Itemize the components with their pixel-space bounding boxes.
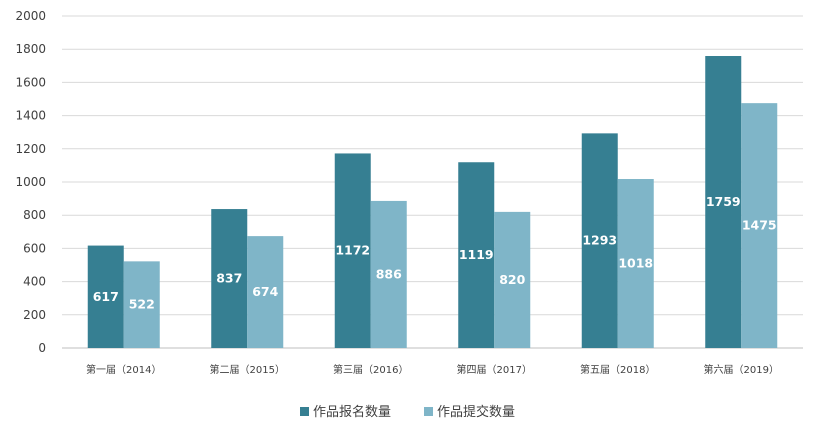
x-category-label: 第五届（2018） (580, 363, 655, 376)
legend-swatch-series-1 (300, 407, 309, 416)
y-tick-label: 400 (23, 275, 46, 289)
x-category-label: 第三届（2016） (333, 363, 408, 376)
x-category-label: 第六届（2019） (704, 363, 779, 376)
bar-series-2-category-5 (617, 179, 654, 348)
data-label-series-1-category-3: 1172 (335, 243, 370, 258)
data-label-series-1-category-1: 617 (93, 289, 119, 304)
y-tick-label: 0 (38, 341, 46, 355)
grid (62, 15, 803, 349)
bar-series-2-category-1 (123, 261, 160, 348)
y-tick-label: 1000 (15, 175, 46, 189)
x-category-label: 第二届（2015） (210, 363, 285, 376)
y-tick-label: 2000 (15, 9, 46, 23)
x-axis: 第一届（2014） 第二届（2015） 第三届（2016） 第四届（2017） 第五届（… (86, 363, 779, 376)
legend-label-series-2: 作品提交数量 (437, 404, 515, 420)
x-category-label: 第一届（2014） (86, 363, 161, 376)
legend: 作品报名数量 作品提交数量 (300, 404, 515, 420)
bar-series-2-category-3 (370, 200, 407, 348)
x-category-label: 第四届（2017） (457, 363, 532, 376)
y-tick-label: 1800 (15, 42, 46, 56)
y-axis: 0 200 400 600 800 1000 1200 1400 1600 1800 2000 (15, 9, 46, 355)
legend-swatch-series-2 (424, 407, 433, 416)
bars (87, 56, 778, 349)
data-label-series-1-category-4: 1119 (459, 247, 494, 262)
y-tick-label: 1200 (15, 142, 46, 156)
data-label-series-2-category-5: 1018 (618, 256, 653, 271)
data-label-series-1-category-6: 1759 (706, 194, 741, 209)
data-label-series-2-category-3: 886 (376, 266, 402, 281)
data-label-series-1-category-2: 837 (216, 271, 242, 286)
bar-series-1-category-6 (705, 56, 742, 348)
y-tick-label: 200 (23, 308, 46, 322)
data-label-series-2-category-1: 522 (129, 297, 155, 312)
y-tick-label: 1600 (15, 75, 46, 89)
legend-label-series-1: 作品报名数量 (313, 404, 391, 420)
bar-series-1-category-3 (334, 153, 371, 348)
bar-series-1-category-5 (581, 133, 618, 348)
bar-series-2-category-4 (494, 211, 531, 348)
bar-series-2-category-6 (741, 103, 778, 349)
bar-series-2-category-2 (247, 236, 284, 348)
data-label-series-2-category-6: 1475 (742, 218, 777, 233)
y-tick-label: 1400 (15, 109, 46, 123)
bar-series-1-category-2 (211, 209, 248, 348)
bar-series-1-category-1 (87, 245, 124, 348)
y-tick-label: 600 (23, 241, 46, 255)
data-label-series-2-category-4: 820 (499, 272, 525, 287)
y-tick-label: 800 (23, 208, 46, 222)
bar-series-1-category-4 (458, 162, 495, 348)
data-label-series-1-category-5: 1293 (582, 233, 617, 248)
data-label-series-2-category-2: 674 (252, 284, 278, 299)
